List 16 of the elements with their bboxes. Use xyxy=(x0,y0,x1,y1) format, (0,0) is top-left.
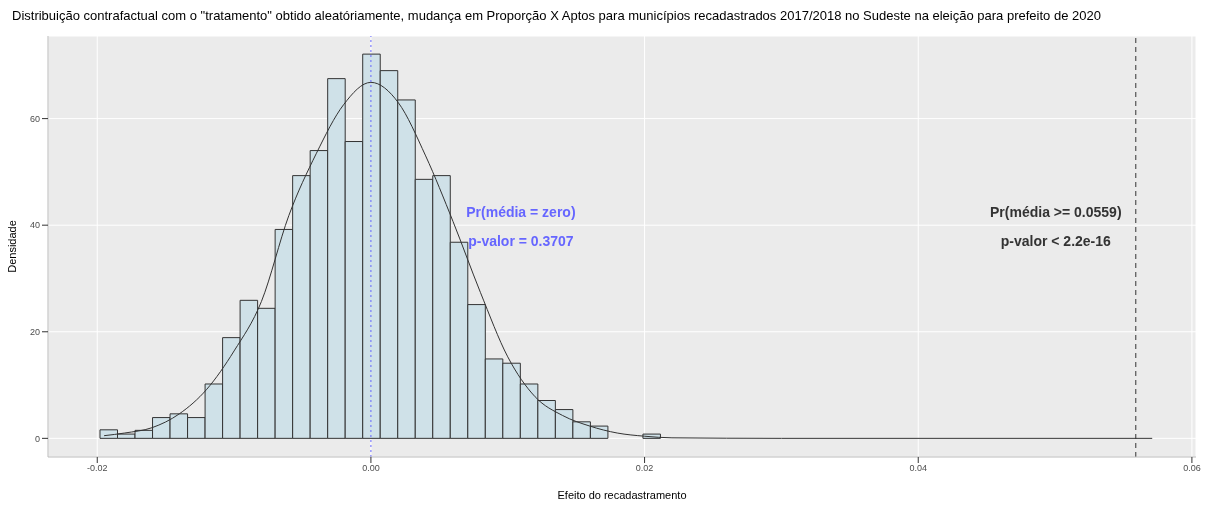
y-tick-label: 60 xyxy=(29,113,40,124)
y-tick-label: 0 xyxy=(34,433,40,444)
annotation: Pr(média >= 0.0559) xyxy=(989,204,1123,220)
x-tick-label: 0.04 xyxy=(909,463,927,474)
chart-title: Distribuição contrafactual com o "tratamento" obtido aleatóriamente, mudança em Proporção X Aptos para municípios recadastrados 2017/2018 no Sudeste na eleição para prefeito de 2020 xyxy=(11,8,1102,25)
y-axis-title: Densidade xyxy=(5,220,18,273)
x-tick-label: 0.02 xyxy=(635,463,654,474)
y-tick-label: 20 xyxy=(29,326,40,337)
x-tick-label: 0.00 xyxy=(362,463,380,474)
x-tick-label: -0.02 xyxy=(87,463,108,474)
annotation: p-valor < 2.2e-16 xyxy=(999,233,1112,249)
annotation: Pr(média = zero) xyxy=(465,204,577,220)
x-tick-label: 0.06 xyxy=(1183,463,1201,474)
annotation: p-valor = 0.3707 xyxy=(467,233,575,249)
x-axis-title: Efeito do recadastramento xyxy=(557,489,687,501)
y-tick-label: 40 xyxy=(29,220,40,231)
